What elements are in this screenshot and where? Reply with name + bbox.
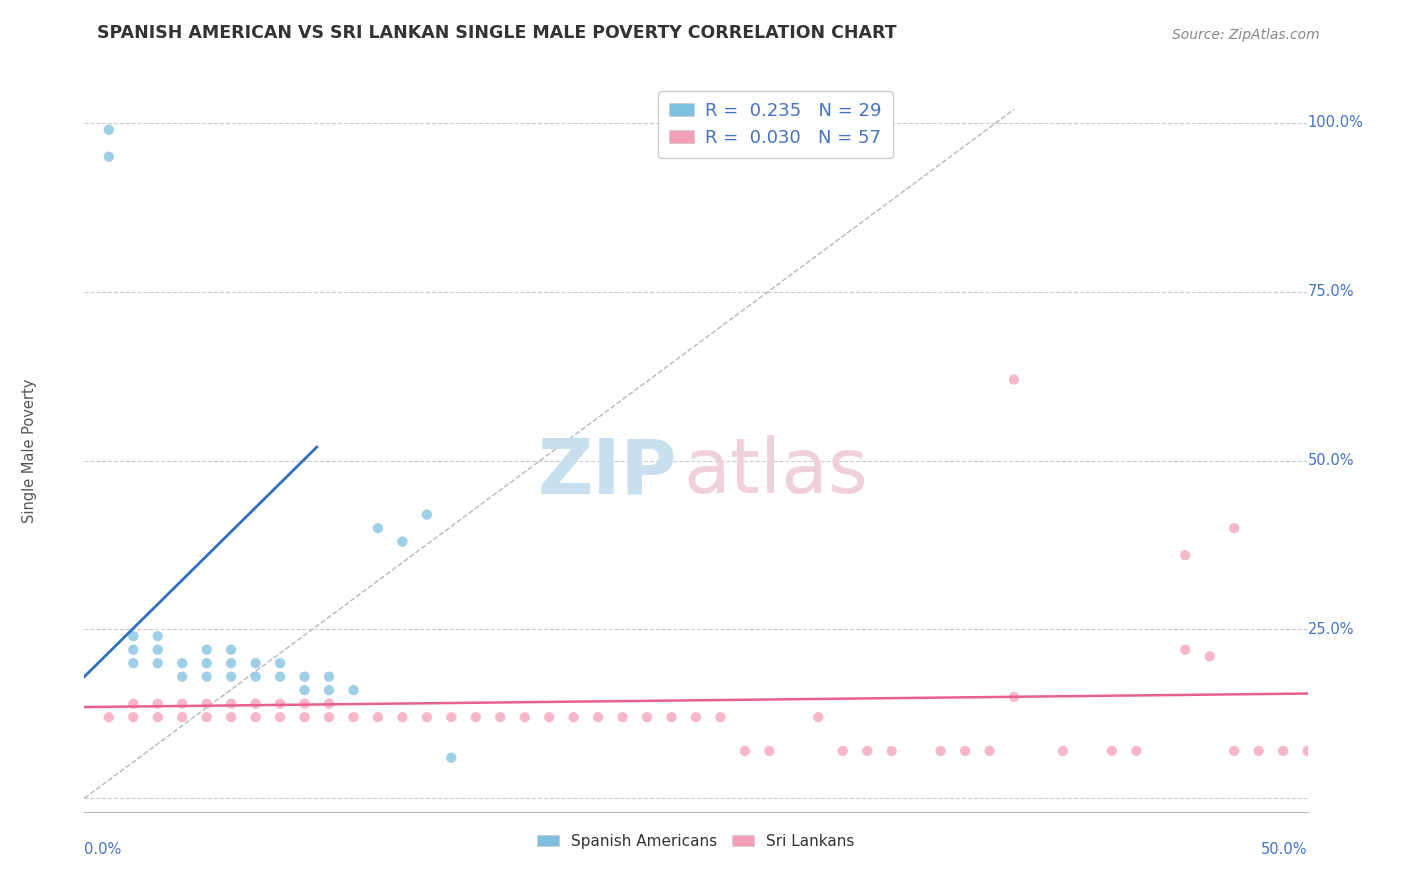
Point — [146, 656, 169, 670]
Point — [538, 710, 561, 724]
Point — [195, 642, 218, 657]
Point — [1002, 373, 1025, 387]
Point — [612, 710, 634, 724]
Point — [172, 656, 194, 670]
Point — [172, 670, 194, 684]
Text: Single Male Poverty: Single Male Poverty — [22, 378, 37, 523]
Point — [294, 683, 316, 698]
Point — [318, 710, 340, 724]
Point — [1101, 744, 1123, 758]
Text: 25.0%: 25.0% — [1308, 622, 1354, 637]
Point — [245, 710, 267, 724]
Point — [146, 697, 169, 711]
Point — [1125, 744, 1147, 758]
Point — [1052, 744, 1074, 758]
Point — [416, 508, 439, 522]
Point — [440, 710, 463, 724]
Point — [146, 642, 169, 657]
Point — [685, 710, 707, 724]
Point — [709, 710, 731, 724]
Point — [367, 710, 389, 724]
Point — [294, 697, 316, 711]
Text: 0.0%: 0.0% — [84, 842, 121, 857]
Point — [1272, 744, 1295, 758]
Text: 50.0%: 50.0% — [1261, 842, 1308, 857]
Point — [97, 710, 120, 724]
Point — [219, 642, 242, 657]
Point — [269, 656, 291, 670]
Point — [195, 710, 218, 724]
Point — [172, 697, 194, 711]
Point — [245, 656, 267, 670]
Point — [1223, 744, 1246, 758]
Point — [195, 656, 218, 670]
Point — [416, 710, 439, 724]
Point — [342, 710, 364, 724]
Point — [391, 534, 413, 549]
Text: Source: ZipAtlas.com: Source: ZipAtlas.com — [1173, 29, 1320, 42]
Point — [440, 750, 463, 764]
Point — [269, 670, 291, 684]
Point — [318, 683, 340, 698]
Point — [979, 744, 1001, 758]
Point — [758, 744, 780, 758]
Point — [245, 670, 267, 684]
Legend: Spanish Americans, Sri Lankans: Spanish Americans, Sri Lankans — [531, 828, 860, 855]
Point — [245, 697, 267, 711]
Point — [97, 122, 120, 136]
Point — [122, 629, 145, 643]
Point — [97, 150, 120, 164]
Point — [342, 683, 364, 698]
Point — [269, 710, 291, 724]
Point — [195, 670, 218, 684]
Point — [122, 642, 145, 657]
Point — [122, 710, 145, 724]
Point — [953, 744, 976, 758]
Point — [1198, 649, 1220, 664]
Point — [734, 744, 756, 758]
Point — [636, 710, 658, 724]
Point — [219, 670, 242, 684]
Point — [489, 710, 512, 724]
Point — [219, 656, 242, 670]
Point — [880, 744, 903, 758]
Point — [367, 521, 389, 535]
Text: 75.0%: 75.0% — [1308, 285, 1354, 300]
Point — [1223, 521, 1246, 535]
Point — [1002, 690, 1025, 704]
Point — [269, 697, 291, 711]
Point — [294, 710, 316, 724]
Point — [1174, 642, 1197, 657]
Text: atlas: atlas — [683, 435, 869, 509]
Text: 50.0%: 50.0% — [1308, 453, 1354, 468]
Point — [146, 629, 169, 643]
Text: SPANISH AMERICAN VS SRI LANKAN SINGLE MALE POVERTY CORRELATION CHART: SPANISH AMERICAN VS SRI LANKAN SINGLE MA… — [97, 24, 896, 42]
Point — [464, 710, 486, 724]
Point — [195, 697, 218, 711]
Point — [122, 697, 145, 711]
Point — [122, 656, 145, 670]
Point — [562, 710, 585, 724]
Point — [146, 710, 169, 724]
Point — [807, 710, 830, 724]
Point — [219, 710, 242, 724]
Point — [294, 670, 316, 684]
Point — [318, 697, 340, 711]
Point — [513, 710, 536, 724]
Point — [172, 710, 194, 724]
Point — [1174, 548, 1197, 562]
Point — [831, 744, 853, 758]
Point — [929, 744, 952, 758]
Point — [318, 670, 340, 684]
Point — [219, 697, 242, 711]
Point — [1296, 744, 1319, 758]
Point — [391, 710, 413, 724]
Text: 100.0%: 100.0% — [1308, 115, 1364, 130]
Point — [856, 744, 879, 758]
Point — [1247, 744, 1270, 758]
Text: ZIP: ZIP — [538, 435, 678, 509]
Point — [661, 710, 683, 724]
Point — [586, 710, 609, 724]
